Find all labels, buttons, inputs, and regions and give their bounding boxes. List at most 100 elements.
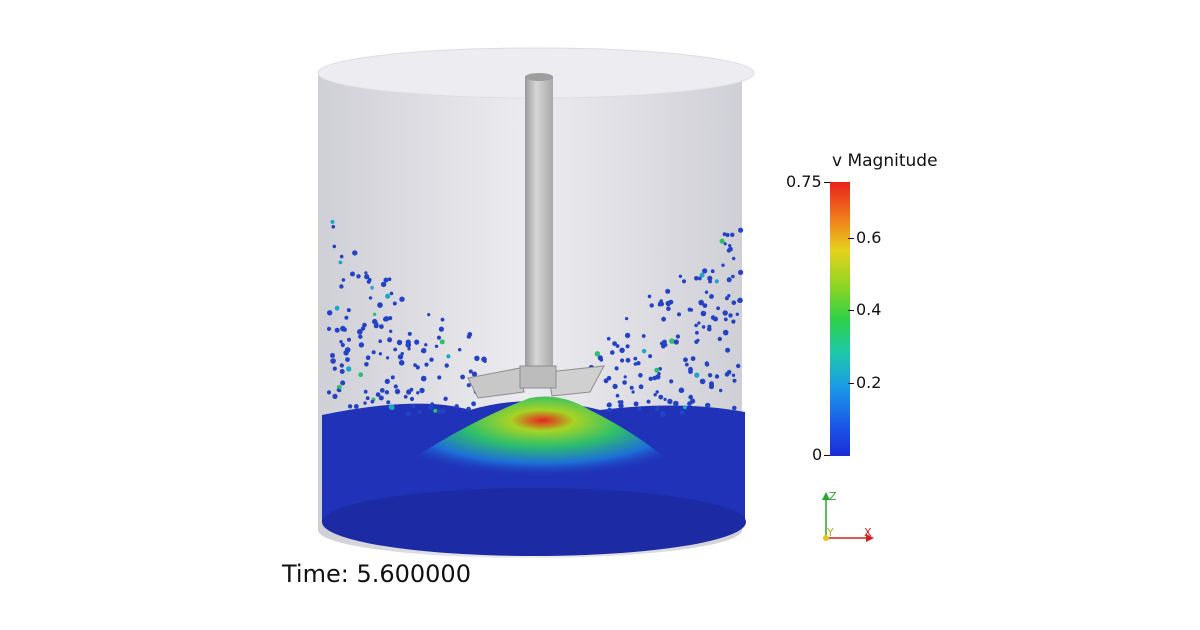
- particle: [413, 363, 417, 367]
- particle: [710, 269, 715, 274]
- particle: [723, 242, 727, 246]
- axis-x-label: X: [864, 526, 872, 539]
- particle: [330, 353, 335, 358]
- colorbar-tick-mark: [848, 383, 854, 384]
- particle: [326, 390, 332, 395]
- particle: [719, 238, 725, 244]
- particle: [350, 271, 355, 277]
- particle: [398, 360, 405, 366]
- particle: [636, 361, 641, 366]
- particle: [339, 340, 343, 344]
- particle: [722, 310, 728, 316]
- colorbar-tick-label: 0.4: [856, 300, 882, 319]
- particle: [420, 349, 425, 353]
- particle: [694, 323, 698, 328]
- particle: [365, 396, 370, 401]
- particle: [353, 404, 359, 409]
- particle: [655, 406, 660, 411]
- shaft-top: [525, 73, 553, 81]
- particle: [339, 284, 344, 289]
- particle: [363, 389, 368, 394]
- particle: [340, 342, 345, 348]
- particle: [389, 291, 394, 296]
- particle: [394, 388, 401, 395]
- particle: [697, 276, 702, 281]
- particle: [738, 269, 744, 275]
- particle: [658, 367, 662, 371]
- particle: [625, 317, 629, 321]
- particle: [481, 356, 487, 363]
- particle: [641, 334, 646, 338]
- particle: [664, 343, 668, 347]
- particle: [332, 244, 337, 249]
- particle: [383, 277, 389, 283]
- particle: [615, 393, 620, 398]
- particle: [699, 272, 705, 278]
- colorbar-tick-mark: [848, 238, 854, 239]
- particle: [467, 332, 473, 337]
- particle: [344, 347, 351, 353]
- particle: [675, 334, 681, 339]
- particle: [721, 263, 725, 267]
- particle: [388, 404, 395, 410]
- particle: [352, 250, 358, 256]
- particle: [379, 388, 385, 393]
- particle: [725, 347, 731, 353]
- particle: [648, 354, 653, 359]
- particle: [714, 279, 719, 284]
- particle: [438, 326, 444, 332]
- particle: [695, 330, 699, 335]
- particle: [386, 400, 391, 405]
- particle: [678, 387, 685, 394]
- particle: [708, 279, 712, 284]
- particle: [726, 277, 732, 283]
- particle: [673, 400, 679, 407]
- particle: [716, 306, 720, 311]
- particle: [654, 367, 660, 373]
- particle: [379, 324, 384, 329]
- particle: [372, 312, 377, 316]
- particle: [623, 375, 627, 379]
- particle: [364, 362, 369, 367]
- particle: [341, 278, 346, 282]
- particle: [344, 315, 349, 320]
- particle: [666, 306, 671, 312]
- particle: [707, 324, 712, 329]
- axis-y-label: Y: [827, 526, 834, 539]
- particle-bed: [322, 396, 746, 556]
- particle: [417, 410, 422, 414]
- particle: [702, 268, 708, 274]
- particle: [436, 335, 442, 340]
- particle: [405, 411, 411, 417]
- particle: [619, 400, 624, 404]
- particle: [704, 361, 709, 366]
- particle: [719, 388, 723, 393]
- particle: [696, 338, 700, 342]
- particle: [647, 294, 652, 299]
- colorbar-tick-mark: [824, 455, 830, 456]
- particle: [430, 402, 435, 406]
- particle: [356, 274, 361, 279]
- particle: [700, 310, 707, 317]
- particle: [697, 321, 701, 325]
- particle: [663, 397, 667, 401]
- particle: [701, 325, 706, 329]
- particle: [390, 375, 395, 380]
- particle: [731, 300, 737, 306]
- particle: [396, 339, 403, 346]
- particle: [327, 310, 333, 316]
- particle: [597, 355, 603, 361]
- particle: [334, 305, 340, 311]
- particle-bed-bottom: [322, 488, 746, 556]
- particle: [683, 357, 688, 363]
- particle: [728, 313, 733, 318]
- particle: [387, 277, 392, 282]
- particle: [372, 318, 378, 325]
- particle: [371, 350, 376, 355]
- particle: [705, 402, 711, 409]
- particle: [471, 401, 476, 407]
- particle: [606, 403, 611, 408]
- particle: [427, 313, 431, 317]
- particle: [330, 219, 335, 224]
